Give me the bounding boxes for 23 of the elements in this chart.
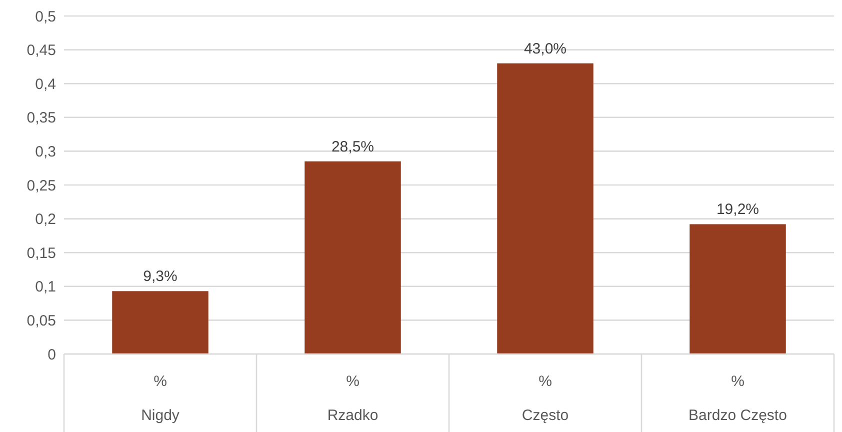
y-tick-label: 0,2: [35, 211, 56, 228]
bar: [304, 161, 401, 354]
y-tick-label: 0,45: [26, 42, 56, 60]
bar: [112, 291, 208, 354]
x-tick-label: % Często: [522, 373, 569, 424]
y-tick-label: 0,5: [35, 8, 56, 26]
y-tick-label: 0,15: [26, 244, 56, 262]
x-tick-label: % Bardzo Często: [688, 373, 787, 424]
bar: [497, 63, 594, 354]
y-tick-label: 0,3: [35, 143, 56, 160]
bar: [690, 224, 786, 354]
data-label: 19,2%: [716, 201, 760, 218]
y-tick-label: 0,05: [26, 312, 56, 330]
data-label: 28,5%: [331, 138, 374, 156]
y-tick-label: 0,25: [26, 177, 56, 194]
data-label: 9,3%: [143, 268, 178, 286]
x-tick-label: % Nigdy: [141, 373, 180, 424]
x-tick-label: % Rzadko: [327, 373, 378, 424]
y-tick-label: 0,4: [35, 76, 56, 93]
data-label: 43,0%: [524, 40, 567, 58]
y-tick-label: 0: [48, 346, 56, 364]
y-tick-label: 0,35: [26, 110, 56, 127]
y-tick-label: 0,1: [35, 278, 56, 296]
